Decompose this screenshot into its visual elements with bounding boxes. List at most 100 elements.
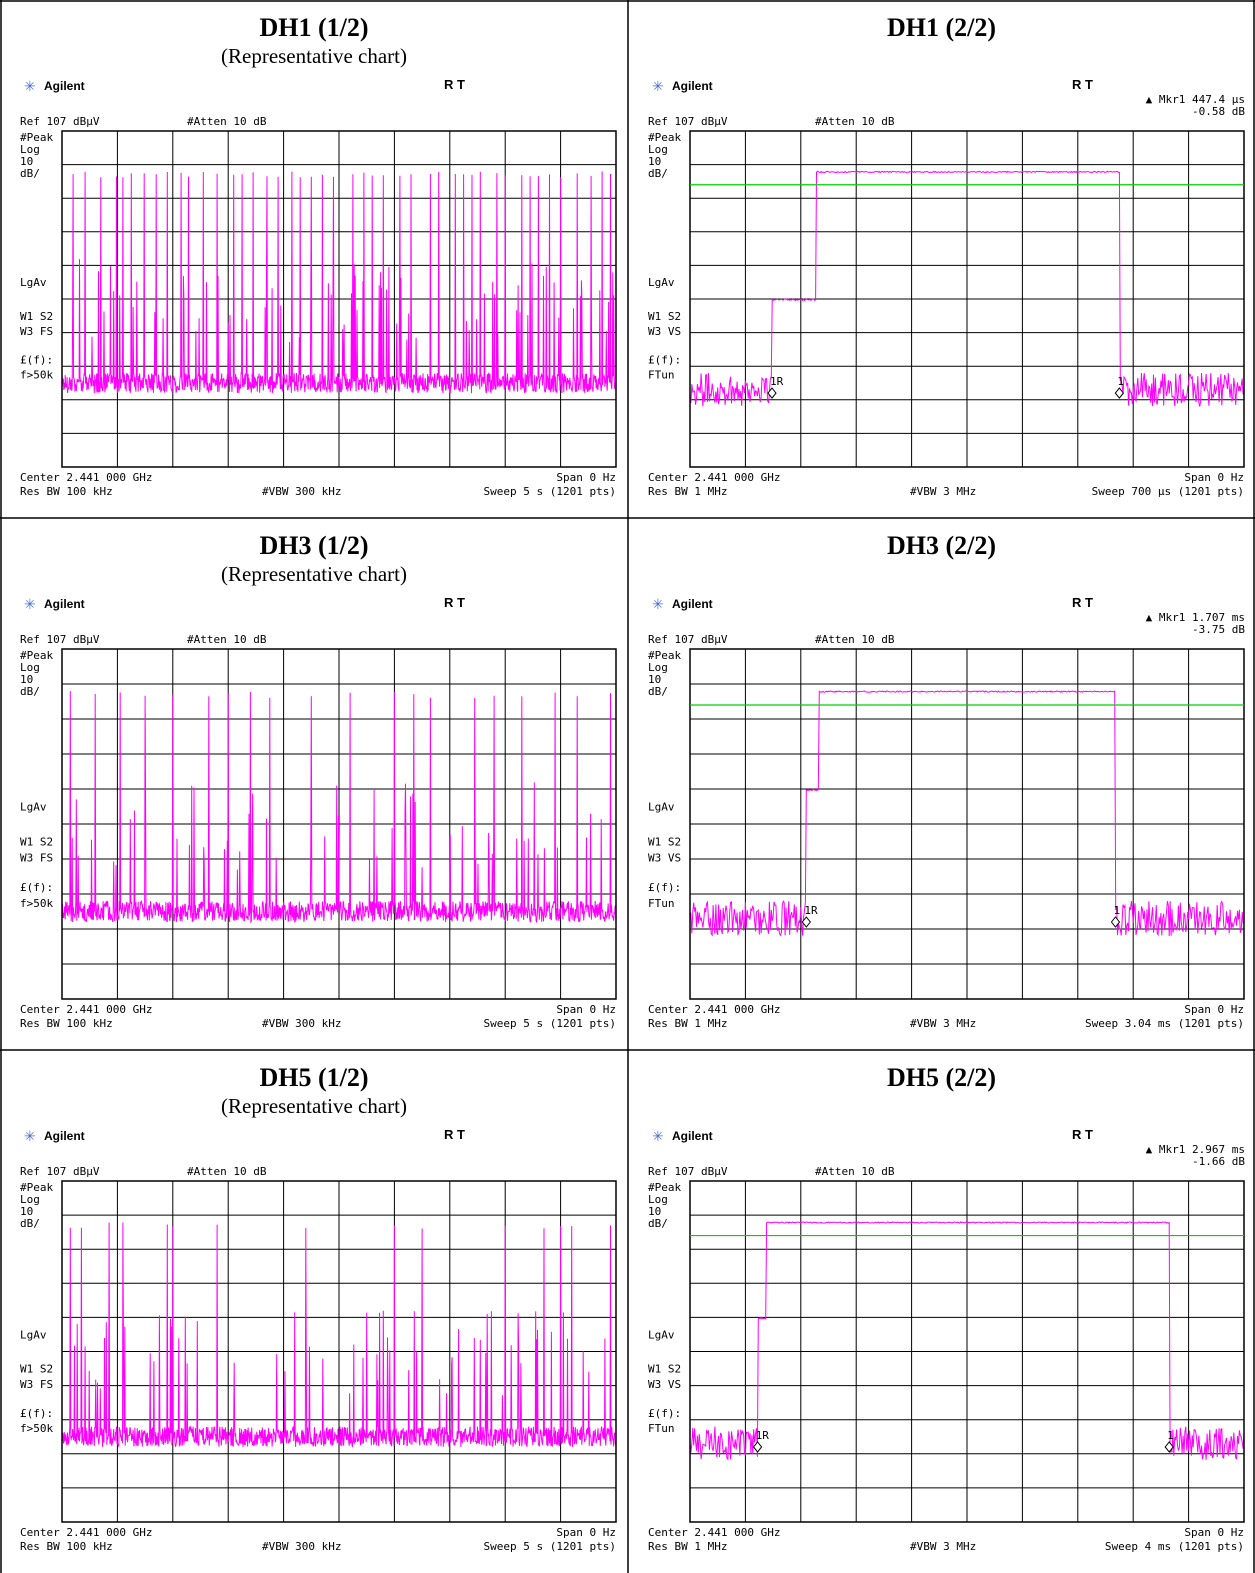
side-annotation: 10 <box>648 673 661 686</box>
span: Span 0 Hz <box>1184 1526 1244 1539</box>
panel-title: DH1 (2/2) <box>886 13 997 42</box>
graticule <box>689 130 1245 468</box>
center-frequency: Center 2.441 000 GHz <box>20 1003 152 1016</box>
video-bandwidth: #VBW 300 kHz <box>262 485 341 498</box>
side-annotation: LgAv <box>648 801 675 814</box>
span: Span 0 Hz <box>1184 1003 1244 1016</box>
ref-level: Ref 107 dBμV <box>648 115 728 128</box>
panel-p1: DH1 (2/2) ✳ Agilent R T ▲ Mkr1 447.4 μs -0.58… <box>628 0 1255 518</box>
agilent-spark-icon: ✳ <box>24 80 36 95</box>
side-annotation: f>50k <box>20 369 53 382</box>
analyzer-screenshot: ✳ Agilent R T Ref 107 dBμV #Atten 10 dB #Peak… <box>2 1125 630 1570</box>
side-annotation: £(f): <box>20 353 53 366</box>
center-frequency: Center 2.441 000 GHz <box>648 471 780 484</box>
side-annotation: dB/ <box>20 685 40 698</box>
side-annotation: 10 <box>20 155 33 168</box>
side-annotation: W3 FS <box>20 851 53 864</box>
trace-1 <box>689 170 1245 407</box>
brand-label: Agilent <box>44 1129 85 1143</box>
ref-level: Ref 107 dBμV <box>20 115 100 128</box>
panel-p0: DH1 (1/2) (Representative chart) ✳ Agilent R… <box>0 0 628 518</box>
side-annotation: #Peak <box>648 649 681 662</box>
trigger-status: R T <box>444 1127 465 1142</box>
panel-header: DH5 (1/2) (Representative chart) <box>0 1062 628 1118</box>
analyzer-screenshot: ✳ Agilent R T ▲ Mkr1 2.967 ms -1.66 dB Ref 10… <box>630 1125 1255 1570</box>
panel-p4: DH5 (1/2) (Representative chart) ✳ Agilent R… <box>0 1050 628 1573</box>
trace-1 <box>61 171 617 394</box>
agilent-spark-icon: ✳ <box>652 80 664 95</box>
trigger-status: R T <box>1072 1127 1093 1142</box>
marker-delta: -3.75 dB <box>1192 623 1245 636</box>
analyzer-display: ✳ Agilent R T Ref 107 dBμV #Atten 10 dB #Peak… <box>20 1127 617 1553</box>
span: Span 0 Hz <box>556 1526 616 1539</box>
side-annotation: f>50k <box>20 1422 53 1435</box>
brand-label: Agilent <box>672 597 713 611</box>
attenuation: #Atten 10 dB <box>187 115 267 128</box>
marker-label: 1R <box>770 375 784 388</box>
side-annotation: 10 <box>648 155 661 168</box>
side-annotation: W1 S2 <box>20 310 53 323</box>
ref-level: Ref 107 dBμV <box>20 633 100 646</box>
marker-diamond <box>801 916 811 928</box>
side-annotation: LgAv <box>20 276 47 289</box>
side-annotation: W3 VS <box>648 851 681 864</box>
resolution-bandwidth: Res BW 1 MHz <box>648 1540 727 1553</box>
center-frequency: Center 2.441 000 GHz <box>648 1003 780 1016</box>
resolution-bandwidth: Res BW 100 kHz <box>20 485 113 498</box>
side-annotation: LgAv <box>20 801 47 814</box>
marker-diamond <box>767 387 777 399</box>
side-annotation: £(f): <box>20 881 53 894</box>
side-annotation: Log <box>20 143 40 156</box>
trigger-status: R T <box>1072 595 1093 610</box>
graticule <box>689 1180 1245 1523</box>
side-annotation: Log <box>648 1193 668 1206</box>
side-annotation: #Peak <box>648 131 681 144</box>
graticule <box>61 130 617 468</box>
sweep-time: Sweep 3.04 ms (1201 pts) <box>1085 1017 1244 1030</box>
marker-label: 1R <box>804 904 818 917</box>
side-annotation: 10 <box>648 1205 661 1218</box>
graticule-border <box>61 130 617 468</box>
center-frequency: Center 2.441 000 GHz <box>648 1526 780 1539</box>
analyzer-screenshot: ✳ Agilent R T ▲ Mkr1 447.4 μs -0.58 dB Ref 10… <box>630 75 1255 515</box>
resolution-bandwidth: Res BW 1 MHz <box>648 485 727 498</box>
side-annotation: £(f): <box>648 881 681 894</box>
attenuation: #Atten 10 dB <box>815 633 895 646</box>
agilent-spark-icon: ✳ <box>24 598 36 613</box>
side-annotation: dB/ <box>648 1217 668 1230</box>
marker-label: 1 <box>1117 375 1124 388</box>
brand-label: Agilent <box>44 79 85 93</box>
center-frequency: Center 2.441 000 GHz <box>20 471 152 484</box>
side-annotation: 10 <box>20 1205 33 1218</box>
attenuation: #Atten 10 dB <box>815 115 895 128</box>
panel-p5: DH5 (2/2) ✳ Agilent R T ▲ Mkr1 2.967 ms -1.66… <box>628 1050 1255 1573</box>
side-annotation: Log <box>648 143 668 156</box>
brand-label: Agilent <box>44 597 85 611</box>
side-annotation: dB/ <box>20 1217 40 1230</box>
panel-header: DH5 (2/2) <box>628 1062 1255 1094</box>
graticule <box>689 648 1245 1000</box>
panel-subtitle: (Representative chart) <box>221 44 407 68</box>
side-annotation: W3 FS <box>20 1378 53 1391</box>
panel-title: DH3 (2/2) <box>886 531 997 560</box>
marker-readout: ▲ Mkr1 2.967 ms <box>1146 1143 1245 1156</box>
trace-1 <box>689 690 1245 937</box>
side-annotation: £(f): <box>648 353 681 366</box>
brand-label: Agilent <box>672 1129 713 1143</box>
panel-title: DH1 (1/2) <box>259 13 369 42</box>
side-annotation: W1 S2 <box>648 1363 681 1376</box>
ref-level: Ref 107 dBμV <box>648 633 728 646</box>
sweep-time: Sweep 5 s (1201 pts) <box>484 485 616 498</box>
analyzer-display: ✳ Agilent R T ▲ Mkr1 447.4 μs-0.58 dB Ref 10… <box>648 77 1245 498</box>
agilent-spark-icon: ✳ <box>24 1130 36 1145</box>
trace-1 <box>689 1221 1245 1461</box>
analyzer-display: ✳ Agilent R T Ref 107 dBμV #Atten 10 dB #Peak… <box>20 595 617 1030</box>
ref-level: Ref 107 dBμV <box>648 1165 728 1178</box>
trigger-status: R T <box>1072 77 1093 92</box>
side-annotation: #Peak <box>20 131 53 144</box>
side-annotation: W1 S2 <box>20 836 53 849</box>
trigger-status: R T <box>444 595 465 610</box>
resolution-bandwidth: Res BW 100 kHz <box>20 1017 113 1030</box>
side-annotation: Log <box>648 661 668 674</box>
panel-p2: DH3 (1/2) (Representative chart) ✳ Agilent R… <box>0 518 628 1050</box>
